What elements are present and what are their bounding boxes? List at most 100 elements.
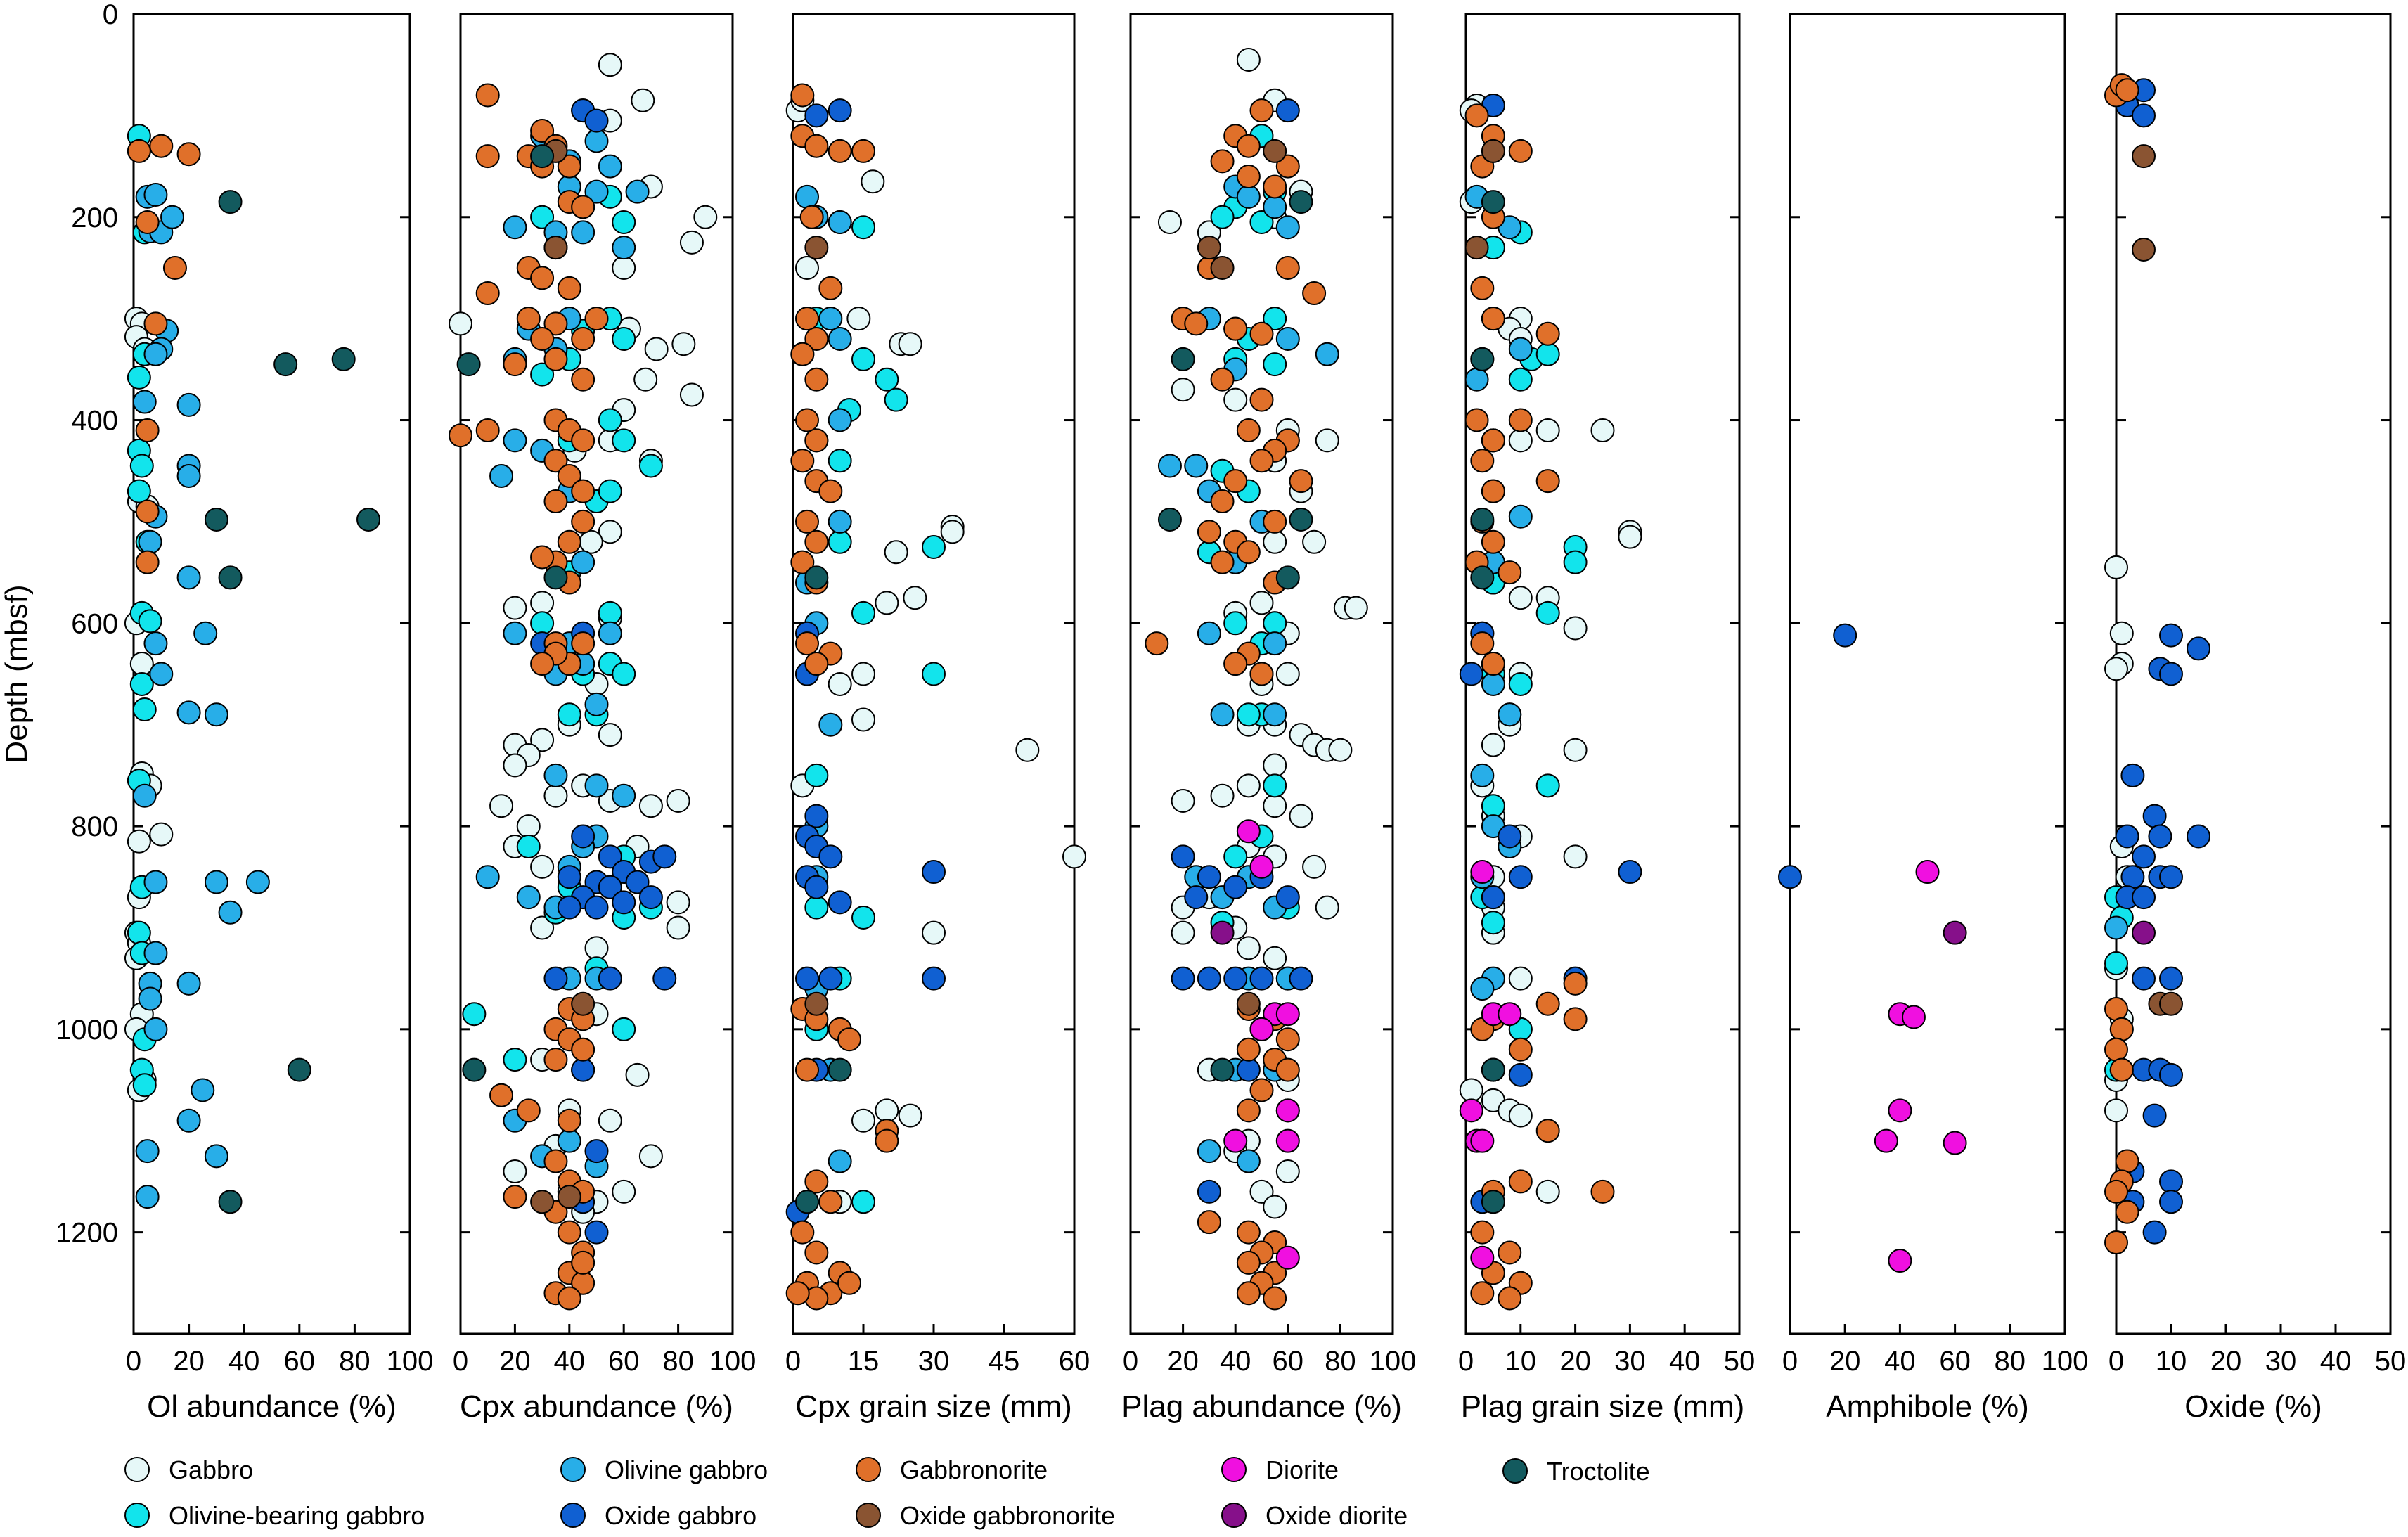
x-axis-label: Amphibole (%)	[1826, 1389, 2029, 1424]
data-point	[149, 662, 174, 686]
data-point	[127, 139, 151, 163]
data-point	[584, 307, 609, 331]
legend-marker	[124, 1457, 150, 1482]
data-point	[129, 454, 154, 478]
data-point	[1481, 139, 1505, 163]
x-tick-label: 0	[126, 1346, 141, 1377]
data-point	[1470, 631, 1495, 656]
data-point	[804, 875, 829, 899]
data-point	[638, 885, 663, 910]
data-point	[1236, 1037, 1261, 1062]
data-point	[1508, 1062, 1533, 1087]
data-point	[571, 428, 595, 453]
data-point	[828, 890, 852, 915]
x-tick-label: 60	[1059, 1346, 1090, 1377]
x-tick-label: 40	[1884, 1346, 1916, 1377]
data-point	[1464, 367, 1489, 392]
legend-label: Olivine-bearing gabbro	[169, 1501, 425, 1530]
data-point	[1249, 854, 1274, 879]
data-point	[1470, 276, 1495, 300]
legend-label: Olivine gabbro	[605, 1455, 768, 1484]
data-point	[543, 565, 568, 590]
data-point	[1275, 565, 1300, 590]
data-point	[218, 1190, 243, 1214]
data-point	[804, 804, 829, 828]
x-tick-label: 40	[1669, 1346, 1701, 1377]
data-point	[245, 870, 270, 894]
x-axis-label: Oxide (%)	[2184, 1389, 2322, 1424]
x-tick-label: 80	[1995, 1346, 2026, 1377]
data-point	[818, 1190, 843, 1214]
data-point	[2104, 915, 2128, 940]
data-point	[584, 108, 609, 133]
data-point	[1275, 1027, 1300, 1052]
data-point	[837, 1027, 861, 1052]
data-point	[1275, 1057, 1300, 1082]
legend-marker	[856, 1457, 881, 1482]
data-point	[1481, 652, 1505, 676]
data-point	[1236, 1250, 1261, 1275]
y-tick-label: 600	[71, 608, 118, 639]
x-tick-label: 20	[2210, 1346, 2242, 1377]
data-point	[828, 98, 852, 123]
data-point	[571, 367, 595, 392]
data-point	[530, 915, 555, 940]
x-tick-label: 80	[662, 1346, 694, 1377]
data-point	[218, 900, 243, 925]
data-point	[2159, 623, 2183, 648]
data-point	[176, 463, 201, 488]
data-point	[149, 134, 174, 158]
data-point	[135, 1139, 160, 1164]
x-axis-label: Plag grain size (mm)	[1461, 1389, 1744, 1424]
data-point	[557, 463, 581, 488]
data-point	[530, 362, 555, 387]
x-tick-label: 45	[989, 1346, 1020, 1377]
data-point	[1275, 215, 1300, 240]
data-point	[1236, 991, 1261, 1016]
data-point	[631, 88, 655, 112]
data-point	[503, 621, 527, 645]
data-point	[449, 423, 472, 448]
data-point	[625, 1062, 650, 1087]
legend-label: Gabbronorite	[900, 1455, 1048, 1484]
data-point	[837, 1271, 861, 1295]
data-point	[2109, 621, 2134, 645]
data-point	[1481, 911, 1505, 935]
data-point	[143, 311, 168, 336]
x-tick-label: 100	[387, 1346, 434, 1377]
data-point	[571, 1057, 595, 1082]
data-point	[1508, 337, 1533, 361]
data-point	[1508, 428, 1533, 453]
data-point	[1210, 1057, 1235, 1082]
data-point	[1223, 469, 1248, 494]
data-point	[218, 565, 243, 590]
data-point	[1618, 525, 1642, 549]
data-point	[1184, 311, 1209, 336]
data-point	[191, 1078, 215, 1102]
data-point	[1275, 885, 1300, 910]
data-point	[922, 860, 946, 885]
data-point	[875, 591, 899, 615]
data-point	[503, 215, 527, 240]
data-point	[818, 712, 843, 737]
data-point	[1302, 281, 1327, 306]
data-point	[612, 890, 636, 915]
data-point	[1470, 1281, 1495, 1306]
x-tick-label: 80	[339, 1346, 371, 1377]
data-point	[1470, 449, 1495, 473]
data-point	[851, 1108, 875, 1133]
data-point	[138, 986, 162, 1011]
data-point	[1236, 819, 1261, 844]
data-point	[804, 991, 829, 1016]
data-point	[143, 342, 168, 366]
data-point	[543, 1048, 568, 1072]
data-point	[557, 154, 581, 179]
data-point	[584, 1139, 609, 1164]
data-point	[2159, 1190, 2183, 1214]
x-tick-label: 40	[554, 1346, 586, 1377]
data-point	[598, 408, 622, 432]
data-point	[1888, 1098, 1912, 1123]
data-point	[516, 814, 541, 839]
data-point	[1481, 733, 1505, 757]
data-point	[828, 327, 852, 352]
